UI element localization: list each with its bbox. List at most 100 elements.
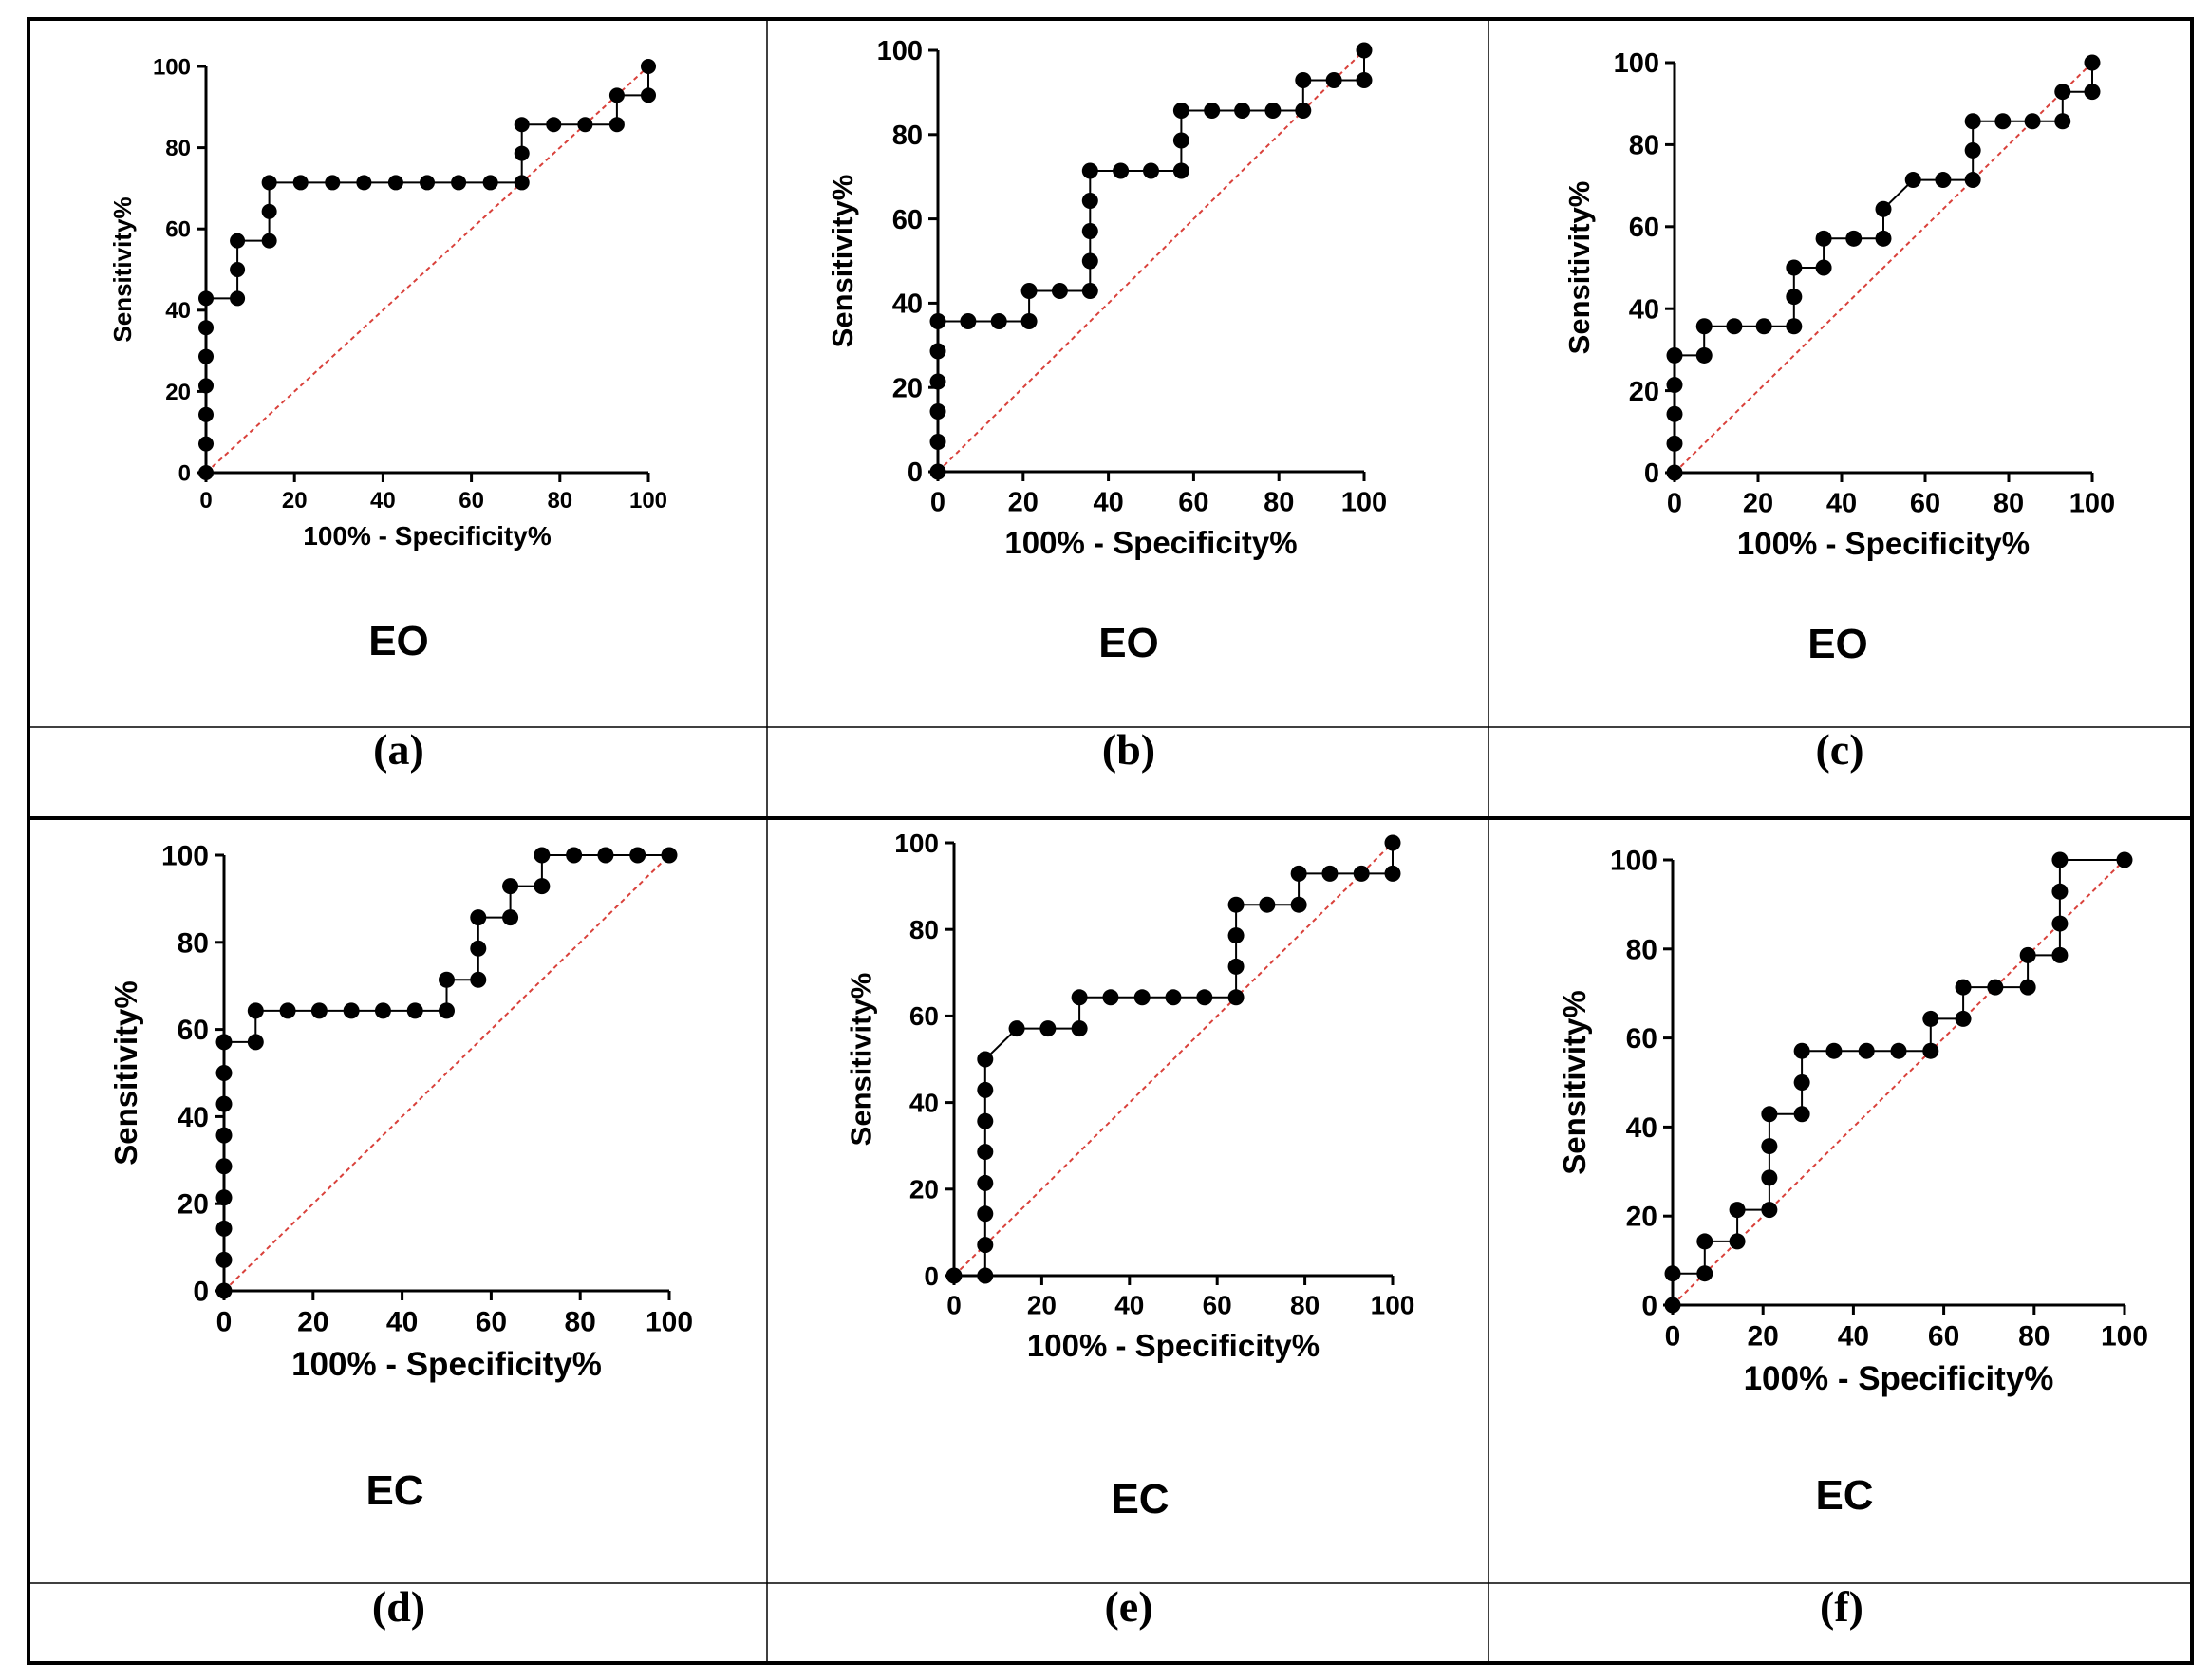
data-point xyxy=(1102,989,1119,1006)
data-point xyxy=(1761,1169,1778,1186)
x-tick-label: 60 xyxy=(1910,489,1940,519)
data-point xyxy=(960,312,977,329)
roc-chart-d: 0 20 40 60 80 100 0 20 40 60 80 100 100% - Specifici… xyxy=(108,841,693,1384)
data-point xyxy=(198,348,214,364)
roc-chart-c: 0 20 40 60 80 100 0 20 40 60 80 100 100% - Specifici… xyxy=(1563,48,2115,561)
data-point xyxy=(1081,193,1098,210)
y-tick-label: 0 xyxy=(908,457,923,488)
x-axis-label: 100% - Specificity% xyxy=(1027,1328,1320,1363)
data-point xyxy=(482,175,498,191)
roc-chart-a: 0 20 40 60 80 100 0 20 40 60 80 100 100% - Specifici… xyxy=(108,54,667,551)
group-label: EC xyxy=(1815,1472,1873,1519)
data-point xyxy=(2051,915,2069,932)
data-point xyxy=(1955,979,1972,996)
data-point xyxy=(1020,312,1038,329)
data-point xyxy=(439,971,455,988)
panel-caption: (c) xyxy=(1815,725,1863,774)
data-point xyxy=(945,1267,963,1284)
data-point xyxy=(597,847,614,864)
data-point xyxy=(566,847,583,864)
data-point xyxy=(198,406,214,422)
data-point xyxy=(1071,989,1088,1006)
data-point xyxy=(1353,865,1370,882)
data-point xyxy=(1875,230,1892,247)
x-tick-label: 80 xyxy=(565,1307,596,1338)
x-tick-label: 0 xyxy=(199,488,212,513)
panel-caption: (b) xyxy=(1102,725,1155,774)
x-tick-label: 0 xyxy=(1667,489,1682,519)
data-point xyxy=(247,1034,264,1051)
panel-caption: (a) xyxy=(373,725,424,774)
reference-line xyxy=(1674,62,2093,474)
reference-line xyxy=(953,842,1394,1277)
y-tick-label: 0 xyxy=(1641,1291,1657,1322)
data-point xyxy=(1815,259,1832,276)
y-tick-label: 100 xyxy=(894,829,939,858)
data-point xyxy=(2024,113,2041,130)
y-tick-label: 100 xyxy=(1610,846,1657,877)
data-point xyxy=(1666,377,1683,394)
reference-line xyxy=(937,49,1365,473)
data-point xyxy=(1081,252,1098,270)
data-point xyxy=(977,1174,994,1191)
data-point xyxy=(977,1081,994,1098)
data-point xyxy=(406,1002,423,1019)
figure-grid xyxy=(27,17,2194,1665)
data-point xyxy=(451,175,467,191)
data-point xyxy=(2084,54,2101,71)
data-point xyxy=(1290,865,1307,882)
data-point xyxy=(577,117,593,133)
x-tick-label: 100 xyxy=(2069,489,2115,519)
data-point xyxy=(230,233,246,249)
y-tick-label: 20 xyxy=(1629,377,1659,407)
data-point xyxy=(608,117,625,133)
data-point xyxy=(1325,72,1342,89)
data-point xyxy=(1227,927,1245,944)
data-point xyxy=(310,1002,328,1019)
data-point xyxy=(2051,851,2069,868)
x-tick-label: 40 xyxy=(1093,488,1123,518)
x-tick-label: 60 xyxy=(459,488,484,513)
data-point xyxy=(215,1189,233,1206)
data-point xyxy=(1922,1010,1939,1027)
data-point xyxy=(1755,318,1772,335)
data-point xyxy=(1964,141,1981,159)
data-point xyxy=(1786,259,1803,276)
data-point xyxy=(215,1065,233,1081)
data-point xyxy=(641,87,656,103)
data-point xyxy=(1761,1106,1778,1123)
data-point xyxy=(439,1002,455,1019)
panel-caption: (d) xyxy=(372,1582,425,1631)
y-tick-label: 100 xyxy=(877,36,923,66)
data-point xyxy=(977,1051,994,1068)
labels-layer: EO EO EO EC EC EC (a) (b) (c) (d) (e) (f) xyxy=(365,618,1873,1631)
data-point xyxy=(929,343,946,360)
data-point xyxy=(1071,1020,1088,1037)
data-point xyxy=(1664,1265,1681,1282)
data-point xyxy=(929,463,946,480)
data-point xyxy=(1793,1106,1810,1123)
y-tick-label: 0 xyxy=(924,1261,939,1291)
x-tick-label: 60 xyxy=(1203,1291,1232,1320)
x-tick-label: 100 xyxy=(1341,488,1387,518)
data-point xyxy=(1666,435,1683,452)
y-tick-label: 40 xyxy=(909,1088,939,1117)
x-tick-label: 40 xyxy=(1826,489,1857,519)
roc-curve xyxy=(954,843,1394,1277)
data-point xyxy=(215,1127,233,1144)
data-point xyxy=(1227,989,1245,1006)
data-point xyxy=(929,373,946,390)
data-point xyxy=(325,175,341,191)
y-tick-label: 60 xyxy=(178,1015,209,1046)
data-point xyxy=(198,290,214,307)
data-point xyxy=(2019,979,2036,996)
data-point xyxy=(502,878,519,895)
y-tick-label: 20 xyxy=(165,380,191,405)
x-tick-label: 80 xyxy=(547,488,572,513)
y-tick-label: 0 xyxy=(178,460,191,486)
y-axis-label: Sensitivity% xyxy=(844,973,877,1147)
y-tick-label: 20 xyxy=(1626,1202,1657,1233)
data-point xyxy=(1165,989,1182,1006)
y-tick-label: 60 xyxy=(892,205,923,235)
data-point xyxy=(1729,1233,1746,1250)
